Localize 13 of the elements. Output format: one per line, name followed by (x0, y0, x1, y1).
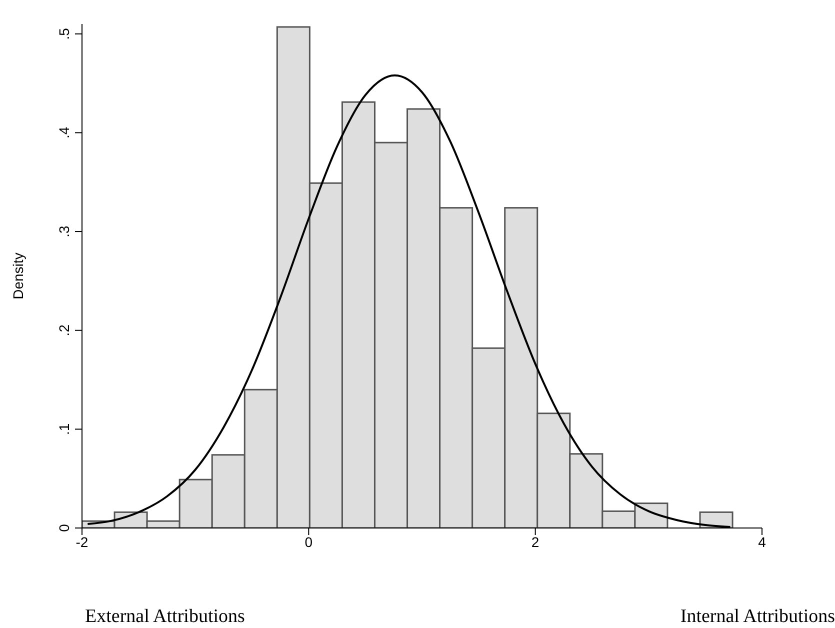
y-tick-label: .4 (56, 126, 72, 139)
y-axis-title: Density (10, 252, 26, 300)
text: Internal Attributions (680, 606, 835, 628)
y-tick-label: .1 (56, 423, 72, 436)
x-tick-label: 0 (304, 534, 313, 550)
y-tick-label: .5 (56, 28, 72, 40)
y-tick-label: 0 (56, 524, 72, 532)
y-tick-label: .3 (56, 225, 72, 238)
x-tick-label: -2 (76, 534, 88, 550)
x-tick-label: 2 (531, 534, 540, 550)
text: External Attributions (85, 606, 245, 628)
y-tick-label: .2 (56, 324, 72, 336)
x-tick-label: 4 (758, 534, 766, 550)
